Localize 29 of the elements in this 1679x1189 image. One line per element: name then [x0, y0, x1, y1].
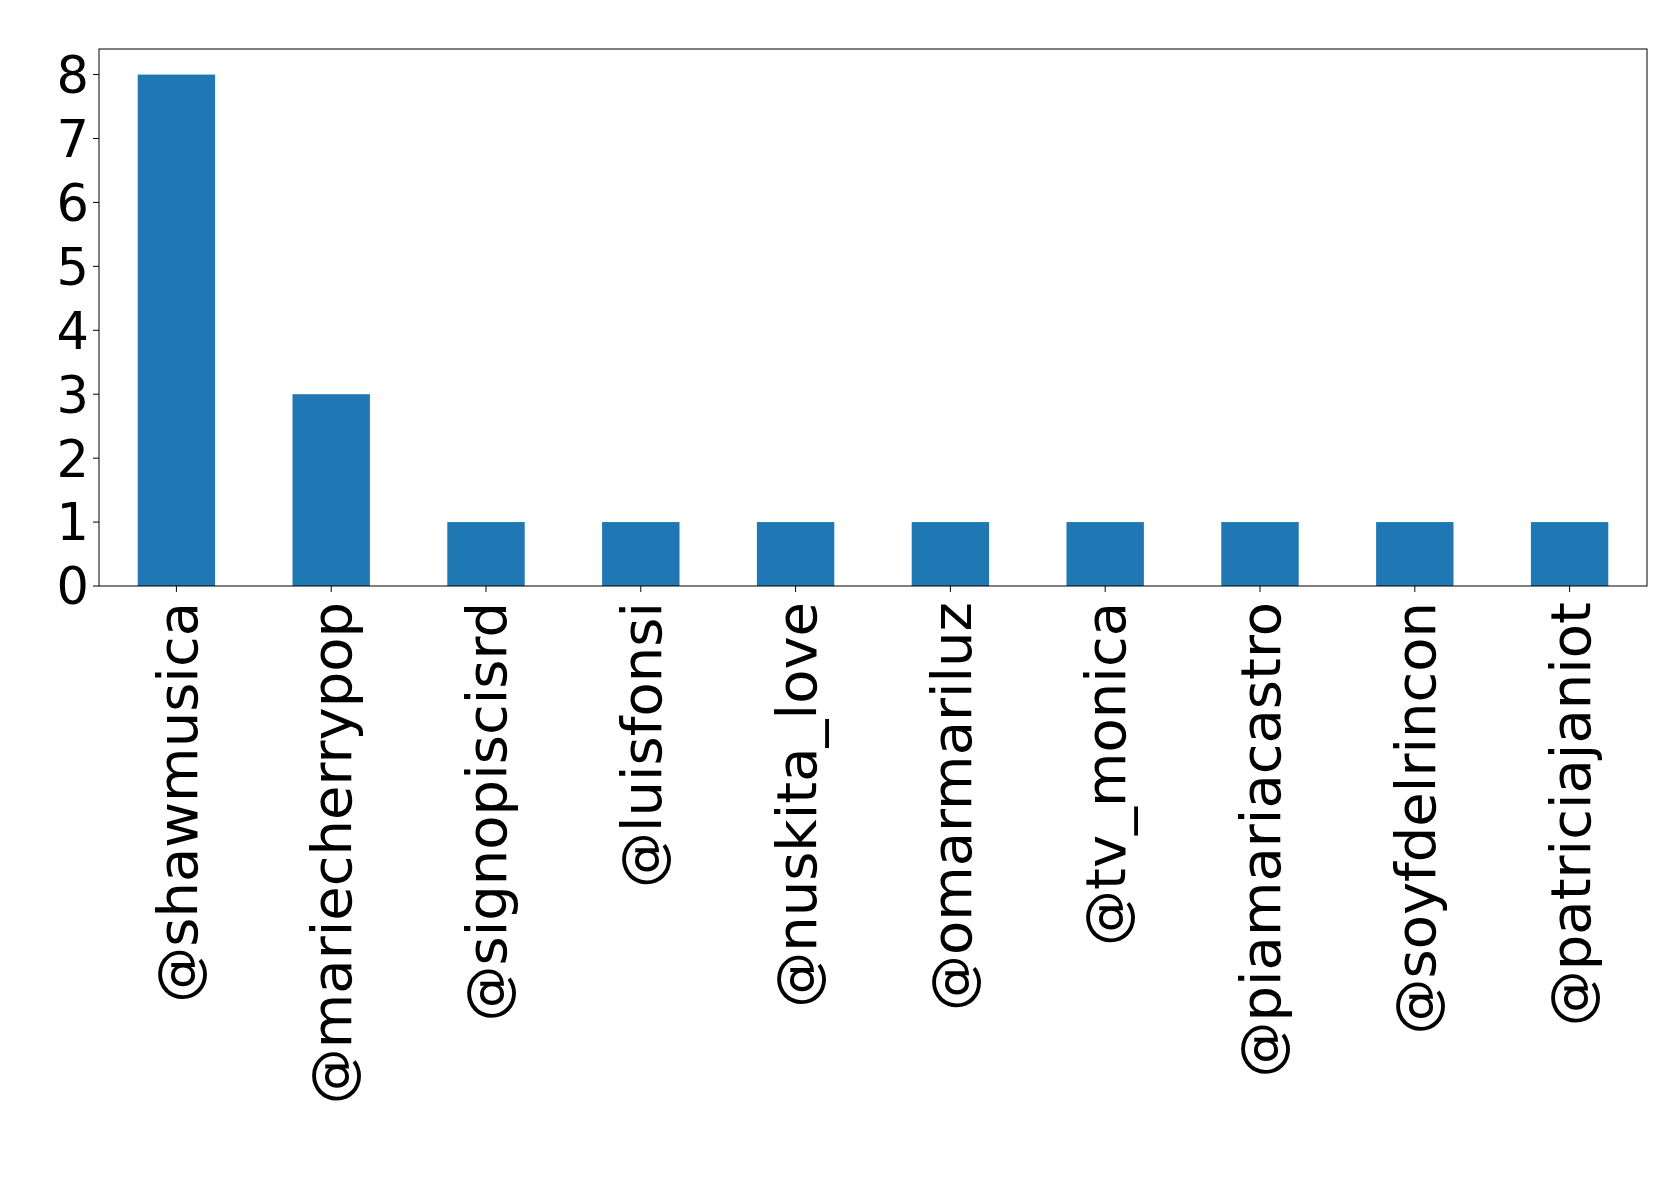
x-tick-label: @shawmusica: [144, 602, 210, 1003]
x-tick-label: @tv_monica: [1073, 602, 1139, 947]
x-tick-label: @mariecherrypop: [299, 602, 365, 1105]
bar: [292, 394, 370, 586]
bar: [1376, 522, 1454, 586]
bar: [1530, 522, 1609, 586]
bar: [1221, 522, 1299, 586]
y-tick-label: 3: [56, 365, 89, 425]
bar: [447, 522, 525, 586]
y-tick-label: 5: [56, 237, 89, 297]
x-tick-label: @nuskita_love: [763, 602, 829, 1008]
x-tick-label: @luisfonsi: [608, 602, 674, 888]
y-tick-label: 2: [56, 429, 89, 489]
y-tick-label: 4: [56, 301, 89, 361]
x-tick-label: @piamariacastro: [1228, 602, 1294, 1078]
y-tick-label: 0: [56, 557, 89, 617]
y-tick-label: 6: [56, 173, 89, 233]
bar: [137, 74, 216, 586]
y-tick-label: 1: [56, 493, 89, 553]
x-tick-label: @soyfdelrincon: [1382, 602, 1448, 1035]
bar: [1066, 522, 1144, 586]
x-tick-label: @signopiscisrd: [454, 602, 520, 1022]
x-tick-label: @omarmariluz: [918, 602, 984, 1012]
y-tick-label: 8: [56, 45, 89, 105]
bar: [756, 522, 835, 586]
y-tick-label: 7: [56, 109, 89, 169]
bar: [602, 522, 680, 586]
x-tick-label: @patriciajaniot: [1537, 602, 1603, 1027]
bar: [911, 522, 990, 586]
